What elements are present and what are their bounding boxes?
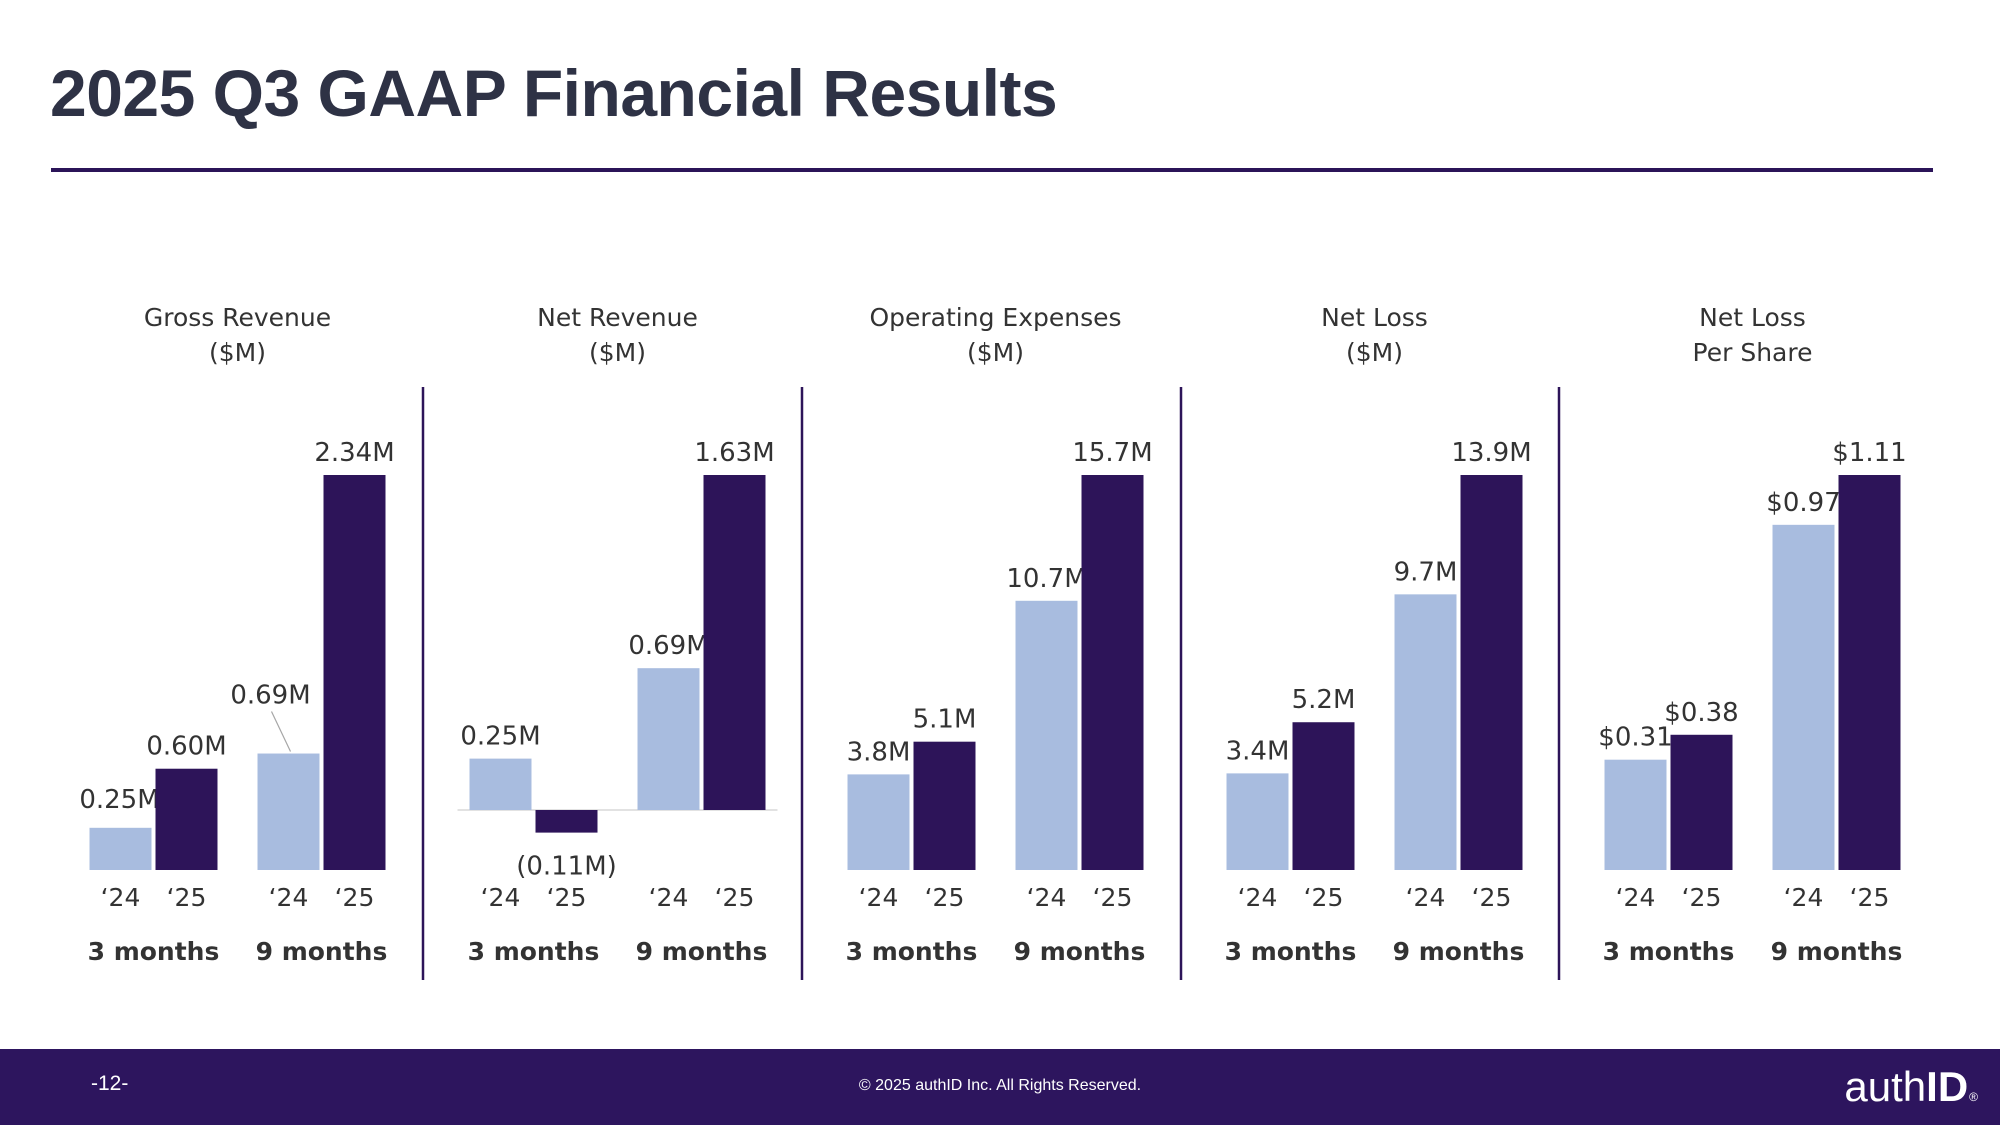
bar: [1604, 759, 1667, 870]
bar: [535, 810, 598, 833]
year-label: ‘24: [859, 883, 899, 912]
bar: [1226, 773, 1289, 870]
chart-title-line: Net Loss: [1321, 303, 1428, 332]
data-label: 2.34M: [314, 438, 394, 468]
period-label: 3 months: [846, 937, 978, 966]
bar: [913, 741, 976, 870]
chart-title-line: Gross Revenue: [144, 303, 331, 332]
authid-logo: authID®: [1844, 1063, 1978, 1111]
year-label: ‘24: [269, 883, 309, 912]
data-label: 5.2M: [1292, 685, 1356, 715]
data-label: $0.38: [1664, 698, 1738, 728]
year-label: ‘25: [1472, 883, 1512, 912]
bar: [1670, 734, 1733, 870]
year-label: ‘25: [335, 883, 375, 912]
logo-text-bold: ID: [1926, 1063, 1969, 1110]
logo-text-light: auth: [1844, 1063, 1927, 1110]
year-label: ‘25: [1304, 883, 1344, 912]
bar: [1081, 475, 1144, 870]
year-label: ‘25: [167, 883, 207, 912]
data-label: 0.69M: [230, 681, 310, 711]
year-label: ‘24: [1406, 883, 1446, 912]
year-label: ‘24: [481, 883, 521, 912]
data-label: $0.31: [1598, 723, 1672, 753]
bar: [703, 475, 766, 810]
chart-title-line: Per Share: [1693, 338, 1813, 367]
chart-title-line: ($M): [1346, 338, 1403, 367]
year-label: ‘24: [649, 883, 689, 912]
chart-panel: Net Loss Per Share $0.31 ‘24 $0.38 ‘25 3 month…: [1598, 303, 1906, 966]
bar: [637, 668, 700, 810]
bar: [847, 774, 910, 870]
data-label: $0.97: [1766, 488, 1840, 518]
year-label: ‘25: [715, 883, 755, 912]
data-label: $1.11: [1832, 438, 1906, 468]
bar: [1292, 722, 1355, 870]
year-label: ‘24: [1238, 883, 1278, 912]
data-label: 1.63M: [694, 438, 774, 468]
year-label: ‘25: [1093, 883, 1133, 912]
title-divider: [51, 168, 1933, 172]
chart-title-line: Net Loss: [1699, 303, 1806, 332]
bar: [323, 475, 386, 870]
year-label: ‘25: [547, 883, 587, 912]
period-label: 9 months: [1393, 937, 1525, 966]
data-label: 5.1M: [913, 705, 977, 735]
data-label: 3.8M: [847, 737, 911, 767]
chart-title-line: Net Revenue: [537, 303, 698, 332]
chart-panel: Net Revenue($M)0.25M‘24(0.11M)‘253 month…: [457, 303, 778, 966]
bar: [469, 758, 532, 810]
period-label: 3 months: [1225, 937, 1357, 966]
page-title: 2025 Q3 GAAP Financial Results: [50, 56, 1058, 130]
period-label: 9 months: [256, 937, 388, 966]
chart-panel: Gross Revenue ($M) 0.25M ‘24 0.60M ‘25 3 month…: [79, 303, 394, 966]
chart-title-line: Operating Expenses: [869, 303, 1121, 332]
logo-registered-mark: ®: [1969, 1090, 1978, 1104]
data-label: 13.9M: [1451, 438, 1531, 468]
chart-title-line: ($M): [589, 338, 646, 367]
year-label: ‘25: [1682, 883, 1722, 912]
bar: [1772, 524, 1835, 870]
period-label: 9 months: [1771, 937, 1903, 966]
year-label: ‘25: [1850, 883, 1890, 912]
data-label: 0.25M: [460, 722, 540, 752]
leader-line: [270, 711, 292, 752]
year-label: ‘24: [101, 883, 141, 912]
data-label: 0.60M: [146, 732, 226, 762]
data-label: 10.7M: [1006, 564, 1086, 594]
bar: [89, 827, 152, 870]
chart-title-line: ($M): [967, 338, 1024, 367]
chart-panel: Operating Expenses ($M) 3.8M ‘24 5.1M ‘25 3 mo…: [846, 303, 1153, 966]
bar: [257, 753, 320, 870]
data-label: (0.11M): [516, 852, 617, 882]
data-label: 15.7M: [1072, 438, 1152, 468]
bar: [1015, 600, 1078, 870]
year-label: ‘25: [925, 883, 965, 912]
bar: [1394, 594, 1457, 870]
year-label: ‘24: [1027, 883, 1067, 912]
page-number: -12-: [91, 1072, 129, 1095]
bar: [1838, 475, 1901, 870]
period-label: 3 months: [88, 937, 220, 966]
period-label: 9 months: [1014, 937, 1146, 966]
period-label: 3 months: [468, 937, 600, 966]
period-label: 9 months: [636, 937, 768, 966]
year-label: ‘24: [1784, 883, 1824, 912]
year-label: ‘24: [1616, 883, 1656, 912]
period-label: 3 months: [1603, 937, 1735, 966]
data-label: 9.7M: [1394, 557, 1458, 587]
data-label: 3.4M: [1226, 736, 1290, 766]
chart-panel: Net Loss ($M) 3.4M ‘24 5.2M ‘25 3 months 9.7M ‘2…: [1225, 303, 1532, 966]
footer-bar: -12- © 2025 authID Inc. All Rights Reser…: [0, 1049, 2000, 1125]
copyright-notice: © 2025 authID Inc. All Rights Reserved.: [858, 1077, 1142, 1094]
data-label: 0.25M: [79, 785, 159, 815]
chart-title-line: ($M): [209, 338, 266, 367]
data-label: 0.69M: [628, 631, 708, 661]
bar: [1460, 475, 1523, 870]
bar: [155, 768, 218, 870]
